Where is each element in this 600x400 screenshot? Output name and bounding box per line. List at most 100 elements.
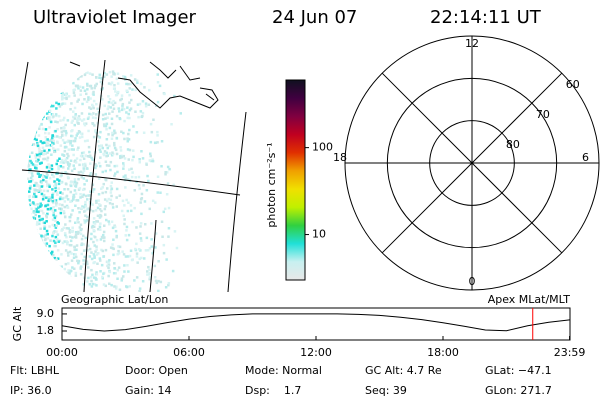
pixel <box>24 257 27 260</box>
pixel <box>28 114 31 118</box>
pixel <box>22 256 25 259</box>
pixel <box>127 233 131 237</box>
pixel <box>60 126 63 130</box>
pixel <box>100 248 103 252</box>
pixel <box>113 146 117 150</box>
pixel <box>37 210 40 214</box>
pixel <box>48 126 51 129</box>
pixel <box>122 275 125 278</box>
pixel <box>52 253 55 257</box>
pixel <box>107 133 110 136</box>
pixel <box>77 171 81 174</box>
pixel <box>34 77 38 80</box>
pixel <box>67 162 70 165</box>
pixel <box>34 94 37 97</box>
pixel <box>61 83 64 86</box>
pixel <box>46 151 49 154</box>
x-tick-label: 23:59 <box>554 346 586 359</box>
pixel <box>126 209 130 213</box>
pixel <box>120 130 123 133</box>
pixel <box>32 86 35 90</box>
pixel <box>41 127 45 131</box>
pixel <box>139 225 142 228</box>
pixel <box>44 83 47 86</box>
pixel <box>60 207 63 211</box>
pixel <box>46 138 49 141</box>
pixel <box>50 143 54 147</box>
pixel <box>98 148 102 151</box>
pixel <box>173 94 176 98</box>
pixel <box>28 137 31 140</box>
pixel <box>136 81 139 84</box>
pixel <box>84 203 87 207</box>
pixel <box>60 103 63 106</box>
pixel <box>27 127 28 130</box>
pixel <box>38 90 41 93</box>
pixel <box>53 256 57 260</box>
pixel <box>58 197 62 201</box>
pixel <box>44 233 47 237</box>
pixel <box>105 122 109 126</box>
pixel <box>114 148 118 152</box>
pixel <box>138 161 141 164</box>
pixel <box>37 111 41 115</box>
pixel <box>87 98 90 102</box>
pixel <box>63 205 66 209</box>
pixel <box>27 213 29 216</box>
pixel <box>120 277 124 280</box>
pixel <box>38 222 41 226</box>
pixel <box>36 172 40 175</box>
pixel <box>50 277 54 280</box>
pixel <box>61 91 64 95</box>
pixel <box>54 263 58 266</box>
pixel <box>139 82 143 86</box>
pixel <box>24 188 27 191</box>
pixel <box>28 219 31 222</box>
pixel <box>128 87 131 90</box>
pixel <box>51 173 54 176</box>
pixel <box>101 113 105 117</box>
pixel <box>93 222 97 225</box>
pixel <box>28 155 31 158</box>
pixel <box>69 239 73 243</box>
pixel <box>30 172 34 175</box>
pixel <box>67 148 71 151</box>
pixel <box>62 161 65 164</box>
pixel <box>82 169 86 172</box>
pixel <box>56 141 59 144</box>
pixel <box>38 215 41 218</box>
pixel <box>113 84 116 87</box>
pixel <box>98 73 101 77</box>
pixel <box>116 72 120 75</box>
pixel <box>27 210 30 213</box>
pixel <box>50 80 53 83</box>
pixel <box>101 186 104 189</box>
pixel <box>73 117 77 120</box>
pixel <box>123 222 126 226</box>
pixel <box>94 276 97 280</box>
pixel <box>42 115 45 118</box>
pixel <box>68 140 71 143</box>
pixel <box>68 275 72 279</box>
pixel <box>28 274 32 278</box>
pixel <box>72 288 75 292</box>
pixel <box>67 95 71 98</box>
pixel <box>81 171 85 175</box>
pixel <box>84 288 87 292</box>
pixel <box>91 190 95 193</box>
pixel <box>64 145 67 149</box>
pixel <box>65 78 68 82</box>
pixel <box>57 288 61 292</box>
pixel <box>23 109 26 112</box>
pixel <box>122 175 125 178</box>
pixel <box>91 183 95 186</box>
pixel <box>115 152 119 156</box>
pixel <box>79 158 82 162</box>
pixel <box>22 279 25 282</box>
pixel <box>90 268 93 272</box>
pixel <box>140 197 144 200</box>
pixel <box>52 81 56 84</box>
pixel <box>36 91 40 94</box>
pixel <box>92 240 95 244</box>
pixel <box>154 279 158 283</box>
